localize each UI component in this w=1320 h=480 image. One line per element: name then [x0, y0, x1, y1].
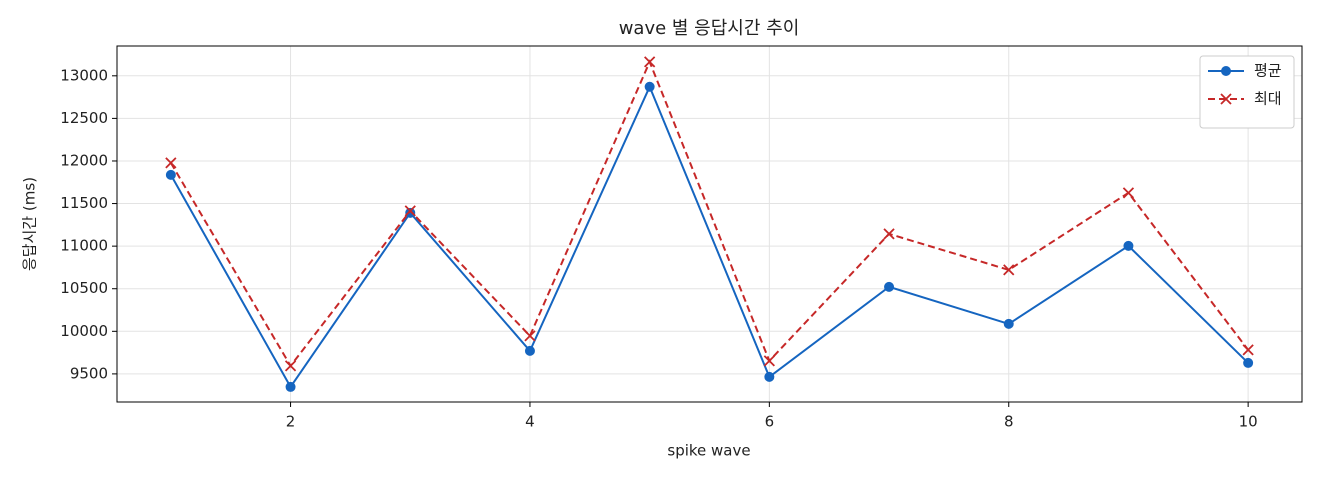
marker	[1242, 344, 1254, 356]
y-tick-label: 10000	[60, 322, 108, 340]
marker	[524, 345, 535, 356]
y-tick-label: 10500	[60, 279, 108, 297]
x-tick-label: 8	[1004, 413, 1014, 431]
marker	[524, 330, 536, 342]
y-tick-label: 11000	[60, 237, 108, 255]
marker	[763, 355, 775, 367]
plot-frame	[116, 45, 1303, 403]
marker	[1003, 264, 1015, 276]
plot-area	[165, 56, 1254, 392]
marker	[644, 81, 655, 92]
marker	[1123, 240, 1134, 251]
x-tick-label: 2	[286, 413, 296, 431]
y-tick-label: 9500	[70, 364, 108, 382]
series-line	[169, 84, 1249, 389]
marker	[165, 169, 176, 180]
series-line	[170, 59, 1249, 368]
grid	[117, 46, 1302, 402]
marker	[165, 157, 177, 169]
marker	[884, 281, 895, 292]
marker	[285, 381, 296, 392]
marker	[404, 205, 416, 217]
marker	[1220, 93, 1232, 105]
y-axis-label: 응답시간 (ms)	[21, 177, 39, 271]
marker	[1003, 318, 1014, 329]
x-tick-label: 10	[1239, 413, 1258, 431]
y-tick-label: 13000	[60, 66, 108, 84]
marker	[1243, 357, 1254, 368]
marker	[1221, 66, 1231, 76]
marker	[1122, 187, 1135, 199]
x-tick-label: 6	[765, 413, 775, 431]
marker	[883, 228, 895, 240]
y-tick-label: 11500	[60, 194, 108, 212]
marker	[405, 207, 416, 218]
x-tick-label: 4	[525, 413, 535, 431]
x-axis-label: spike wave	[667, 442, 750, 460]
y-tick-label: 12500	[60, 109, 108, 127]
legend-label: 최대	[1254, 90, 1282, 108]
marker	[644, 56, 656, 68]
marker	[284, 360, 297, 372]
marker	[764, 371, 775, 382]
chart-title: wave 별 응답시간 추이	[619, 18, 800, 39]
y-tick-label: 12000	[60, 151, 108, 169]
legend-label: 평균	[1254, 62, 1282, 80]
